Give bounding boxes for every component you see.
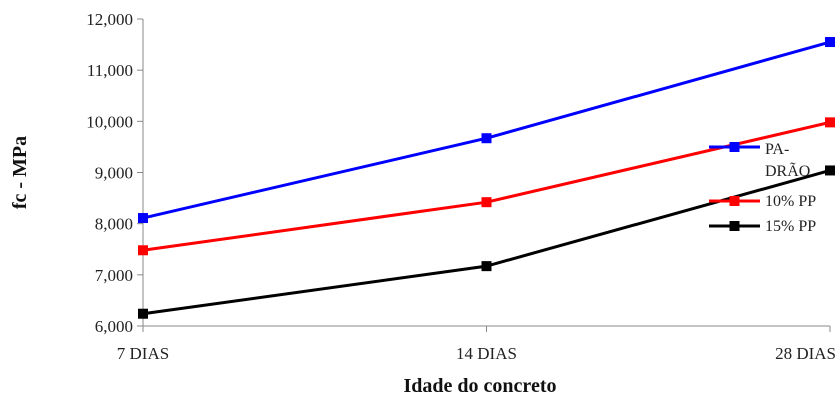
data-point — [481, 197, 492, 208]
y-tick-label: 12,000 — [86, 10, 133, 29]
y-tick-label: 11,000 — [87, 61, 133, 80]
legend: PA- DRÃO 10% PP 15% PP — [709, 141, 816, 235]
series-layer — [138, 37, 835, 319]
data-point — [138, 308, 148, 319]
y-axis-ticks: 6,000 7,000 8,000 9,000 10,000 11,000 12,000 — [86, 10, 143, 336]
data-point — [825, 165, 835, 176]
y-tick-label: 9,000 — [95, 164, 133, 183]
y-tick-label: 10,000 — [86, 112, 133, 131]
data-point — [825, 37, 835, 48]
x-tick-label: 28 DIAS — [775, 344, 836, 363]
x-tick-label: 7 DIAS — [117, 344, 169, 363]
legend-label: PA- — [765, 141, 789, 158]
data-point — [481, 133, 492, 144]
y-tick-label: 6,000 — [95, 317, 133, 336]
series-line — [142, 40, 831, 220]
data-point — [481, 261, 492, 272]
x-axis-title: Idade do concreto — [404, 375, 557, 397]
legend-marker — [729, 142, 740, 152]
data-point — [138, 213, 148, 224]
series-2 — [138, 165, 835, 319]
data-point — [825, 117, 835, 128]
data-point — [138, 245, 148, 256]
y-axis-title: fc - MPa — [9, 136, 31, 209]
x-axis-ticks: 7 DIAS 14 DIAS 28 DIAS — [117, 326, 836, 363]
legend-item: PA- DRÃO — [709, 141, 810, 180]
x-tick-label: 14 DIAS — [456, 344, 517, 363]
y-tick-label: 8,000 — [95, 215, 133, 234]
series-1 — [138, 117, 835, 256]
legend-item: 10% PP — [709, 193, 816, 210]
series-line — [142, 169, 831, 316]
y-tick-label: 7,000 — [95, 266, 133, 285]
series-0 — [138, 37, 835, 224]
legend-marker — [729, 221, 740, 231]
legend-label: 15% PP — [765, 218, 816, 235]
legend-marker — [729, 196, 740, 206]
legend-label: DRÃO — [765, 162, 810, 180]
legend-item: 15% PP — [709, 218, 816, 235]
legend-label: 10% PP — [765, 193, 816, 210]
